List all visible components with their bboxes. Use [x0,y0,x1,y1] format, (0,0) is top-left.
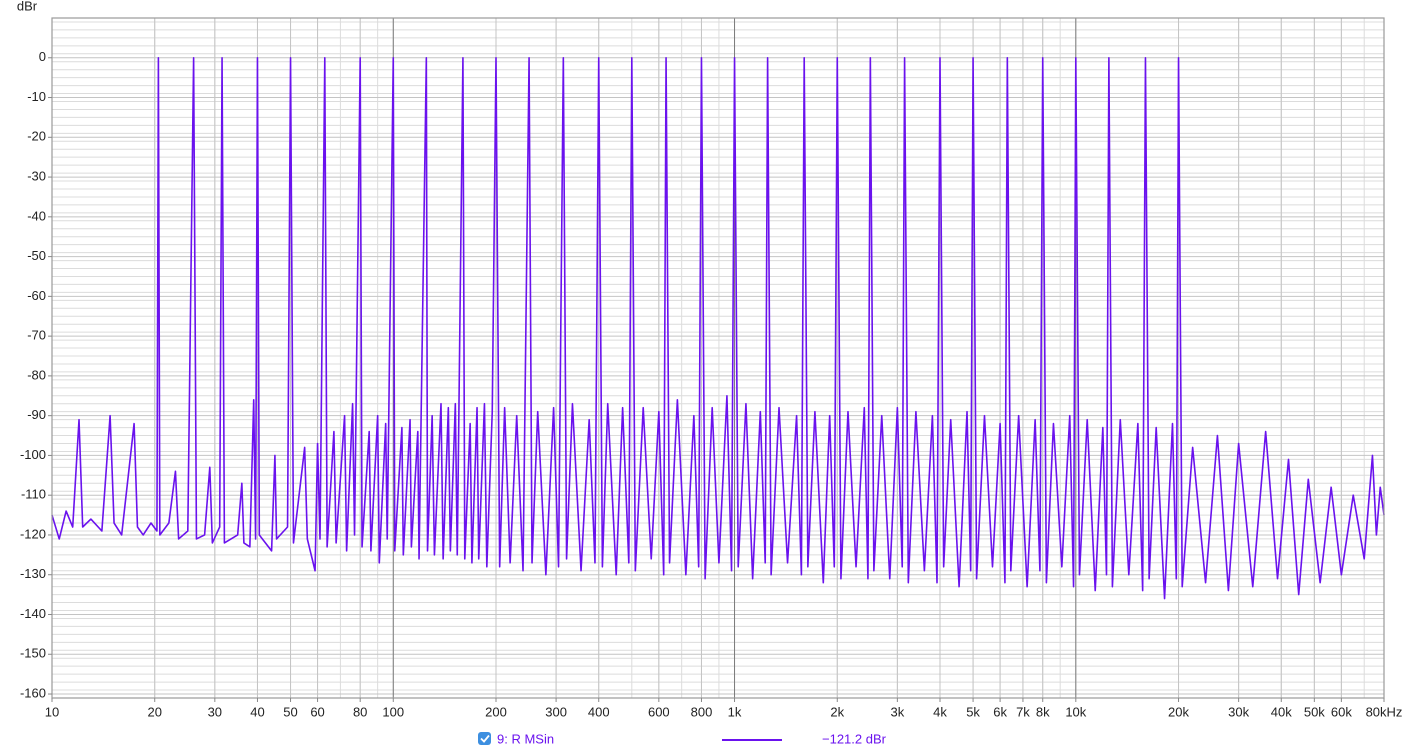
legend-label[interactable]: 9: R MSin [497,731,554,746]
x-tick-label: 400 [588,704,610,719]
x-tick-label: 300 [545,704,567,719]
y-tick-label: -160 [20,685,46,700]
x-tick-label: 1k [728,704,742,719]
x-tick-label: 2k [830,704,844,719]
y-tick-label: -20 [27,129,46,144]
x-tick-label: 80 [353,704,367,719]
x-tick-label: 800 [691,704,713,719]
y-tick-label: -70 [27,328,46,343]
legend: 9: R MSin −121.2 dBr [478,731,887,746]
y-tick-label: -80 [27,367,46,382]
x-tick-label: 10k [1065,704,1086,719]
x-tick-label: 60k [1331,704,1352,719]
y-tick-label: -120 [20,526,46,541]
x-tick-label: 50k [1304,704,1325,719]
y-tick-label: -90 [27,407,46,422]
y-tick-label: -140 [20,606,46,621]
plot-frame [51,17,1385,699]
y-tick-label: 0 [39,49,46,64]
y-tick-label: -50 [27,248,46,263]
x-tick-label: 40k [1271,704,1292,719]
x-tick-label: 3k [890,704,904,719]
x-tick-label: 50 [283,704,297,719]
x-tick-label: 40 [250,704,264,719]
x-tick-label: 200 [485,704,507,719]
y-axis-label: dBr [17,0,38,13]
x-tick-label: 7k [1016,704,1030,719]
x-tick-label: 100 [382,704,404,719]
y-tick-label: -100 [20,447,46,462]
y-tick-label: -40 [27,208,46,223]
y-tick-label: -60 [27,288,46,303]
x-tick-label: 60 [310,704,324,719]
x-tick-label: 4k [933,704,947,719]
plot-area [51,56,1385,600]
x-tick-label: 80kHz [1366,704,1403,719]
x-tick-label: 20k [1168,704,1189,719]
x-tick-label: 8k [1036,704,1050,719]
x-tick-label: 10 [45,704,59,719]
x-tick-label: 600 [648,704,670,719]
y-tick-label: -150 [20,646,46,661]
y-tick-label: -10 [27,89,46,104]
y-tick-label: -30 [27,169,46,184]
legend-readout: −121.2 dBr [822,731,887,746]
spectrum-line [51,56,1385,600]
legend-checkbox[interactable] [478,732,491,745]
y-tick-label: -110 [21,487,46,502]
x-tick-label: 30k [1228,704,1249,719]
x-tick-label: 5k [966,704,980,719]
x-tick-label: 20 [147,704,161,719]
checkmark [480,734,490,743]
x-tick-label: 6k [993,704,1007,719]
y-tick-label: -130 [20,566,46,581]
x-tick-label: 30 [208,704,222,719]
